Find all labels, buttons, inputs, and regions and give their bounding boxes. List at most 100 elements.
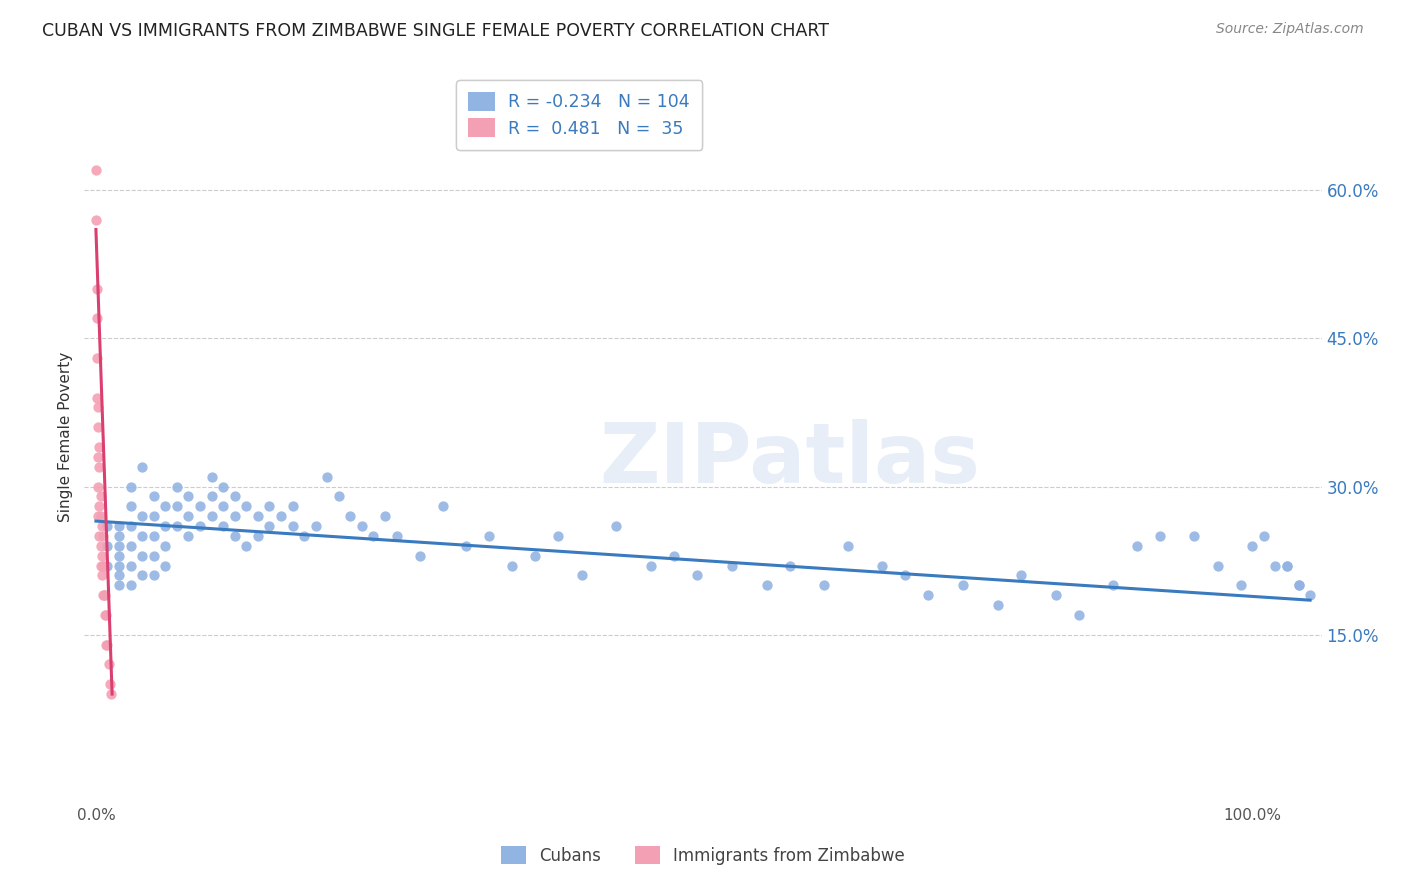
Point [350,519,373,533]
Point [120,578,142,592]
Legend: Cubans, Immigrants from Zimbabwe: Cubans, Immigrants from Zimbabwe [491,836,915,875]
Point [155,500,177,514]
Point [90,549,112,563]
Point [188,500,211,514]
Point [259,519,281,533]
Point [87,420,110,434]
Point [131,568,153,582]
Point [454,539,477,553]
Point [1275,558,1298,573]
Point [131,459,153,474]
Point [259,500,281,514]
Point [98,677,121,691]
Point [235,539,257,553]
Point [281,519,304,533]
Point [84,212,107,227]
Point [1264,558,1286,573]
Point [84,163,107,178]
Point [212,479,235,493]
Point [94,588,117,602]
Point [142,509,165,524]
Point [605,519,627,533]
Point [90,568,112,582]
Point [1288,578,1310,592]
Point [108,558,131,573]
Point [721,558,744,573]
Point [246,509,269,524]
Point [90,509,112,524]
Point [87,479,110,493]
Point [328,489,350,503]
Point [385,529,408,543]
Text: ZIPatlas: ZIPatlas [599,418,980,500]
Point [686,568,709,582]
Point [87,509,110,524]
Point [1125,539,1147,553]
Point [1206,558,1229,573]
Point [166,479,188,493]
Point [90,519,112,533]
Point [120,539,142,553]
Point [91,529,114,543]
Point [316,469,339,483]
Point [1102,578,1125,592]
Point [1184,529,1206,543]
Point [86,282,108,296]
Point [478,529,501,543]
Point [177,509,200,524]
Point [89,529,111,543]
Point [86,391,108,405]
Point [142,568,165,582]
Point [640,558,662,573]
Point [246,529,269,543]
Point [142,529,165,543]
Point [108,549,131,563]
Point [952,578,974,592]
Point [96,638,118,652]
Point [155,519,177,533]
Point [96,519,118,533]
Point [270,509,292,524]
Point [90,539,112,553]
Point [155,539,177,553]
Point [224,529,246,543]
Point [131,529,153,543]
Point [1010,568,1032,582]
Point [94,607,117,622]
Point [304,519,326,533]
Point [870,558,893,573]
Point [339,509,361,524]
Point [1229,578,1251,592]
Point [97,657,120,672]
Point [1241,539,1264,553]
Point [155,558,177,573]
Point [188,519,211,533]
Point [894,568,917,582]
Point [96,607,118,622]
Point [96,638,118,652]
Point [86,311,108,326]
Point [131,509,153,524]
Point [96,539,118,553]
Point [813,578,835,592]
Point [89,459,111,474]
Point [1253,529,1275,543]
Point [91,588,114,602]
Point [86,351,108,365]
Point [1045,588,1067,602]
Point [224,509,246,524]
Text: Source: ZipAtlas.com: Source: ZipAtlas.com [1216,22,1364,37]
Point [96,558,118,573]
Point [524,549,547,563]
Point [501,558,523,573]
Point [142,549,165,563]
Point [292,529,315,543]
Point [281,500,304,514]
Point [120,519,142,533]
Text: CUBAN VS IMMIGRANTS FROM ZIMBABWE SINGLE FEMALE POVERTY CORRELATION CHART: CUBAN VS IMMIGRANTS FROM ZIMBABWE SINGLE… [42,22,830,40]
Point [131,549,153,563]
Y-axis label: Single Female Poverty: Single Female Poverty [58,352,73,522]
Point [224,489,246,503]
Point [91,558,114,573]
Point [166,519,188,533]
